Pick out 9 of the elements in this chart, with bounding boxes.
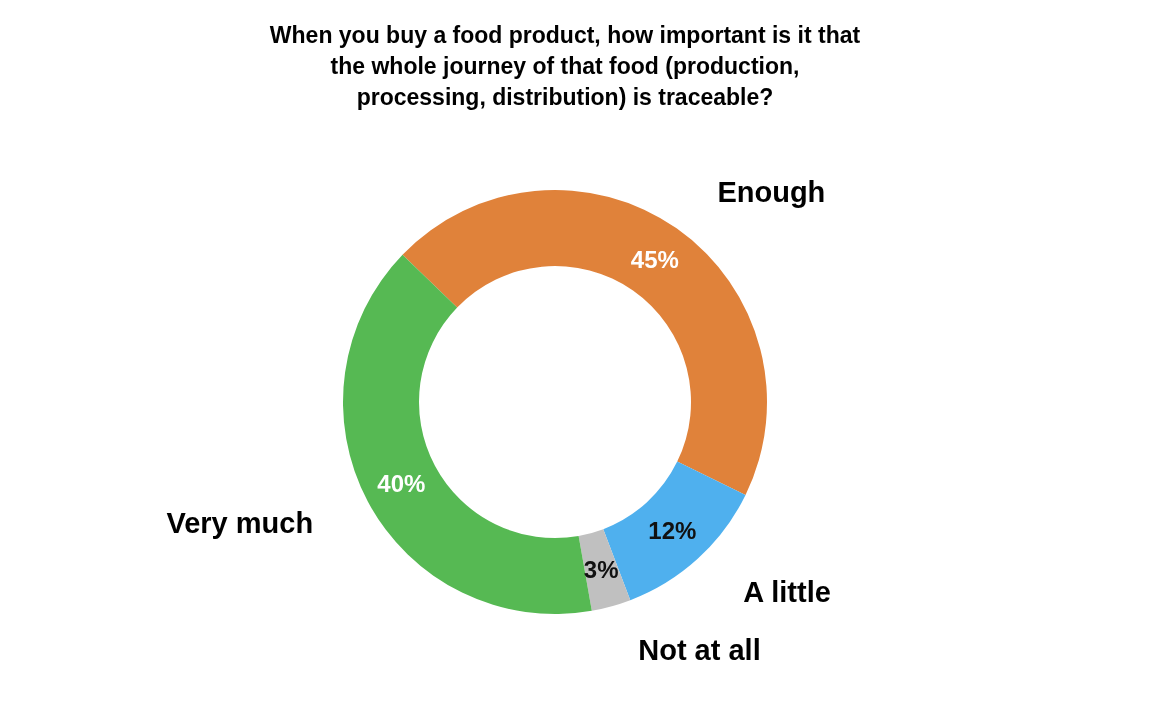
slice-label: Enough — [717, 175, 826, 208]
data-label: 3% — [583, 556, 619, 584]
data-label: 40% — [377, 470, 426, 498]
chart-title: When you buy a food product, how important is it that the whole journey of that food (production, processing, distribution) is traceable? — [268, 21, 862, 112]
data-label: 45% — [630, 245, 679, 273]
slice-label: Not at all — [638, 633, 761, 666]
data-label: 12% — [648, 516, 697, 544]
slice-label: Very much — [166, 506, 314, 539]
slice-label: A little — [743, 575, 831, 608]
